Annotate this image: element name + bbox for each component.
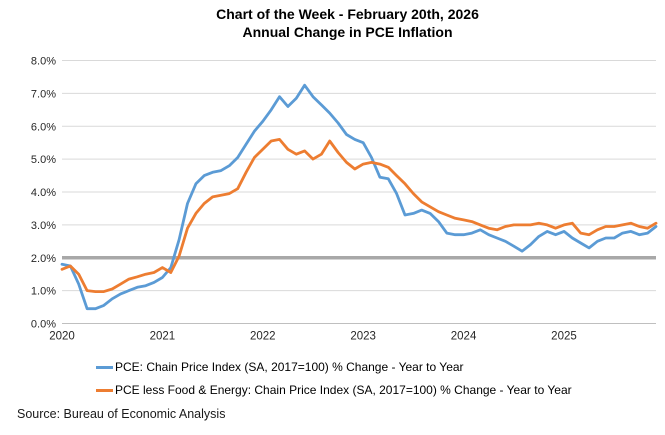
- pce-line: [60, 83, 658, 311]
- y-tick-label: 3.0%: [31, 220, 56, 232]
- y-tick-label: 1.0%: [31, 286, 56, 298]
- x-tick-label: 2024: [451, 331, 477, 343]
- core-pce-line: [60, 138, 658, 294]
- x-tick-label: 2022: [250, 331, 276, 343]
- pce-inflation-line-chart: 0.0% 1.0% 2.0% 3.0% 4.0% 5.0% 6.0% 7.0% 8.0% 2020…: [31, 56, 658, 343]
- y-tick-label: 7.0%: [31, 88, 56, 100]
- y-tick-label: 0.0%: [31, 319, 56, 331]
- source-note: Source: Bureau of Economic Analysis: [17, 407, 226, 421]
- x-tick-label: 2023: [350, 331, 376, 343]
- legend-label-core-pce: PCE less Food & Energy: Chain Price Inde…: [115, 383, 572, 397]
- pce-line-swatch-icon: [96, 365, 113, 369]
- legend-item-core-pce: PCE less Food & Energy: Chain Price Inde…: [96, 379, 572, 401]
- x-tick-label: 2020: [49, 331, 75, 343]
- y-tick-label: 8.0%: [31, 56, 56, 68]
- chart-legend: PCE: Chain Price Index (SA, 2017=100) % …: [96, 356, 572, 402]
- y-tick-label: 4.0%: [31, 187, 56, 199]
- chart-title-line1: Chart of the Week - February 20th, 2026: [216, 6, 479, 22]
- chart-title: Chart of the Week - February 20th, 2026 …: [35, 5, 660, 41]
- legend-label-pce: PCE: Chain Price Index (SA, 2017=100) % …: [115, 360, 464, 374]
- chart-title-line2: Annual Change in PCE Inflation: [242, 24, 453, 40]
- y-tick-label: 2.0%: [31, 253, 56, 265]
- legend-item-pce: PCE: Chain Price Index (SA, 2017=100) % …: [96, 356, 572, 378]
- x-tick-label: 2021: [150, 331, 176, 343]
- core-pce-line-swatch-icon: [96, 388, 113, 392]
- y-tick-label: 6.0%: [31, 121, 56, 133]
- x-tick-label: 2025: [551, 331, 577, 343]
- y-tick-label: 5.0%: [31, 154, 56, 166]
